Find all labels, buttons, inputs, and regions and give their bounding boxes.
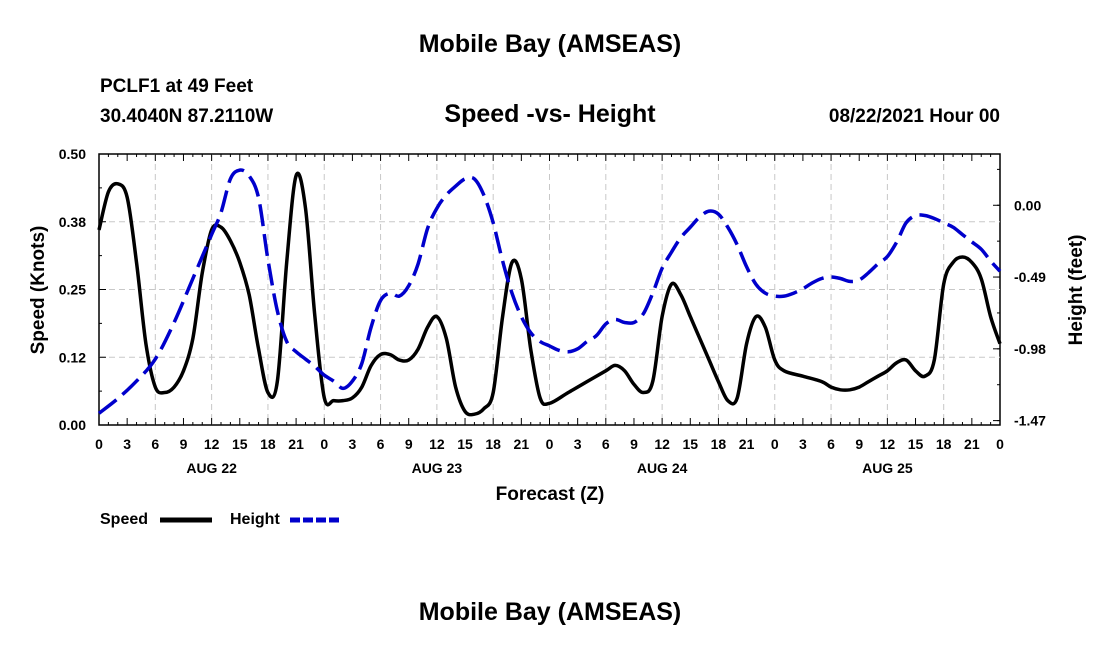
y-left-tick-label: 0.25: [59, 282, 86, 298]
y-left-tick-label: 0.12: [59, 349, 86, 365]
y-right-tick-label: -0.49: [1014, 269, 1046, 285]
x-tick-label: 15: [682, 436, 698, 452]
legend-speed-label: Speed: [100, 511, 148, 528]
x-tick-label: 21: [288, 436, 304, 452]
x-tick-label: 3: [123, 436, 131, 452]
y-right-tick-label: -0.98: [1014, 341, 1046, 357]
x-tick-label: 12: [429, 436, 445, 452]
coordinates-label: 30.4040N 87.2110W: [100, 106, 274, 127]
x-tick-label: 6: [151, 436, 159, 452]
x-tick-label: 0: [320, 436, 328, 452]
x-tick-label: 9: [180, 436, 188, 452]
y-right-tick-label: -1.47: [1014, 413, 1046, 429]
y-axis-right-title: Height (feet): [1066, 235, 1087, 346]
day-label: AUG 24: [637, 460, 688, 476]
series-line-speed: [97, 171, 1002, 417]
x-tick-label: 21: [739, 436, 755, 452]
legend: Speed Height: [100, 511, 342, 528]
x-tick-label: 0: [95, 436, 103, 452]
y-left-tick-label: 0.00: [59, 417, 86, 433]
x-tick-label: 0: [546, 436, 554, 452]
x-tick-label: 9: [405, 436, 413, 452]
x-tick-label: 3: [799, 436, 807, 452]
x-tick-label: 9: [855, 436, 863, 452]
chart-subtitle: Speed -vs- Height: [444, 100, 656, 128]
x-tick-label: 18: [936, 436, 952, 452]
axis-ticks: [98, 153, 1001, 426]
series-line-height: [97, 168, 1002, 415]
x-tick-label: 0: [996, 436, 1004, 452]
x-axis-title: Forecast (Z): [496, 484, 605, 505]
x-tick-label: 6: [827, 436, 835, 452]
chart-title: Mobile Bay (AMSEAS): [418, 30, 682, 58]
x-tick-label: 0: [771, 436, 779, 452]
y-left-tick-label: 0.50: [59, 146, 86, 162]
x-tick-label: 9: [630, 436, 638, 452]
forecast-datetime: 08/22/2021 Hour 00: [828, 106, 1000, 127]
x-tick-label: 6: [377, 436, 385, 452]
x-tick-label: 12: [654, 436, 670, 452]
day-label: AUG 25: [862, 460, 913, 476]
x-tick-label: 21: [514, 436, 530, 452]
x-tick-label: 18: [260, 436, 276, 452]
grid-lines: [99, 154, 1000, 425]
day-label: AUG 22: [186, 460, 237, 476]
x-tick-label: 15: [232, 436, 248, 452]
y-axis-left-title: Speed (Knots): [28, 226, 49, 355]
x-tick-label: 12: [204, 436, 220, 452]
footer-title: Mobile Bay (AMSEAS): [418, 598, 682, 626]
day-label: AUG 23: [412, 460, 463, 476]
station-label: PCLF1 at 49 Feet: [100, 76, 254, 97]
x-tick-label: 18: [485, 436, 501, 452]
x-tick-label: 12: [880, 436, 896, 452]
y-right-tick-label: 0.00: [1014, 197, 1041, 213]
x-tick-label: 15: [908, 436, 924, 452]
x-tick-label: 21: [964, 436, 980, 452]
x-tick-label: 6: [602, 436, 610, 452]
x-tick-label: 3: [574, 436, 582, 452]
legend-height-label: Height: [230, 511, 280, 528]
y-left-tick-label: 0.38: [59, 214, 86, 230]
tick-labels: 0 3 6 9 12 15 18 21 0 3 6 9 12 15 18 21 0 3 6 9 12 15 18 21 0 3 6 9…: [59, 146, 1046, 476]
series-lines: [97, 168, 1002, 417]
x-tick-label: 18: [711, 436, 727, 452]
x-tick-label: 3: [349, 436, 357, 452]
x-tick-label: 15: [457, 436, 473, 452]
